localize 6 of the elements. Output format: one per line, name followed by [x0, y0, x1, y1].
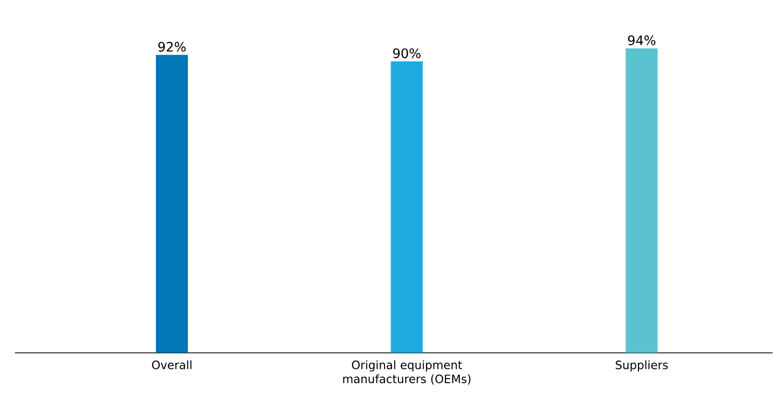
x-tick-label: Original equipment manufacturers (OEMs) — [343, 360, 470, 385]
x-tick-label: Overall — [152, 360, 192, 370]
data-label: 90% — [393, 48, 421, 58]
data-label: 94% — [628, 36, 656, 46]
data-label: 92% — [158, 42, 186, 52]
x-tick-label: Suppliers — [616, 360, 668, 372]
